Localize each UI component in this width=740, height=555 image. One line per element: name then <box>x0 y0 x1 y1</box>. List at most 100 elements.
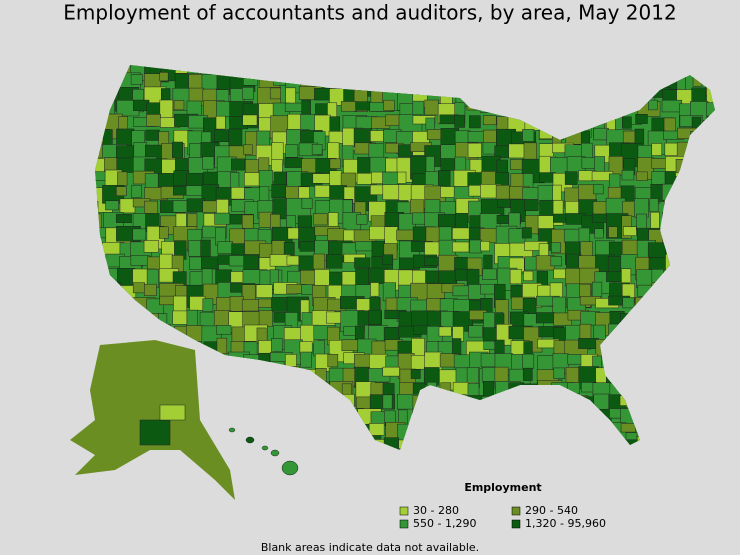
area-region <box>216 325 232 335</box>
area-region <box>385 114 401 126</box>
area-region <box>438 326 452 337</box>
area-region <box>271 338 283 352</box>
area-region <box>217 241 233 254</box>
area-region <box>521 227 532 239</box>
area-region <box>620 423 636 433</box>
area-region <box>202 298 214 312</box>
area-region <box>139 419 171 446</box>
area-region <box>312 253 326 270</box>
area-region <box>607 256 623 273</box>
area-region <box>397 171 407 184</box>
area-region <box>469 239 483 254</box>
area-region <box>623 226 637 236</box>
area-region <box>523 199 539 211</box>
area-region <box>410 369 421 379</box>
area-region <box>661 99 683 113</box>
area-region <box>314 269 330 286</box>
area-region <box>622 297 635 309</box>
area-region <box>201 74 218 92</box>
area-region <box>145 129 160 141</box>
legend-swatch <box>511 506 521 516</box>
area-region <box>480 283 497 295</box>
area-region <box>186 309 198 328</box>
area-region <box>523 341 533 357</box>
legend: 30 - 280 290 - 540 550 - 1,290 1,320 - 95,9… <box>399 504 606 530</box>
area-region <box>522 129 535 142</box>
area-region <box>398 144 413 157</box>
area-region <box>480 241 490 252</box>
area-region <box>311 144 323 155</box>
legend-label: 1,320 - 95,960 <box>525 517 606 530</box>
area-region <box>130 255 150 266</box>
area-region <box>327 354 339 368</box>
area-region <box>159 404 186 421</box>
area-region <box>509 269 522 285</box>
area-region <box>258 310 273 327</box>
area-region <box>368 309 382 325</box>
area-region <box>382 394 393 410</box>
area-region <box>382 254 394 265</box>
area-region <box>593 184 604 195</box>
legend-swatch <box>399 519 409 529</box>
area-region <box>159 99 174 121</box>
area-region <box>146 114 161 127</box>
area-region <box>522 353 535 369</box>
area-region <box>523 270 534 282</box>
area-region <box>258 298 272 308</box>
area-region <box>243 144 253 155</box>
area-region <box>594 228 604 239</box>
legend-swatch <box>511 519 521 529</box>
area-region <box>158 226 169 239</box>
area-region <box>131 184 143 198</box>
area-region <box>550 256 562 267</box>
area-region <box>270 214 281 230</box>
area-region <box>117 171 128 186</box>
area-region <box>284 157 304 168</box>
area-region <box>494 339 505 354</box>
map-title: Employment of accountants and auditors, … <box>63 1 676 25</box>
area-region <box>285 144 299 158</box>
area-region <box>115 213 132 223</box>
area-region <box>636 213 647 231</box>
area-region <box>454 114 465 128</box>
area-region <box>329 116 341 133</box>
area-region <box>130 74 143 85</box>
area-region <box>354 257 371 269</box>
area-region <box>326 254 343 269</box>
area-region <box>231 158 246 171</box>
area-region <box>424 99 439 116</box>
area-region <box>383 99 395 111</box>
area-region <box>271 184 288 199</box>
area-region <box>144 283 157 296</box>
legend-label: 30 - 280 <box>413 504 459 517</box>
area-region <box>187 213 198 227</box>
area-region <box>410 355 427 370</box>
area-region <box>175 213 187 229</box>
area-region <box>284 102 305 112</box>
area-region <box>241 299 259 312</box>
area-region <box>553 367 565 379</box>
area-region <box>132 228 147 241</box>
area-region <box>371 340 386 357</box>
area-region <box>412 115 436 125</box>
area-region <box>551 242 562 253</box>
area-region <box>203 171 220 186</box>
area-region <box>258 211 273 228</box>
area-region <box>116 186 127 197</box>
area-region <box>452 227 472 240</box>
area-region <box>229 296 244 312</box>
area-region <box>255 284 273 298</box>
area-region <box>214 212 231 225</box>
area-region <box>480 353 497 368</box>
legend-title: Employment <box>464 481 541 494</box>
area-region <box>159 295 176 306</box>
area-region <box>452 241 470 253</box>
area-region <box>105 200 119 211</box>
island <box>228 427 236 433</box>
area-region <box>132 282 145 294</box>
area-region <box>593 127 609 141</box>
area-region <box>535 312 555 324</box>
area-region <box>314 185 330 198</box>
area-region <box>355 241 374 252</box>
